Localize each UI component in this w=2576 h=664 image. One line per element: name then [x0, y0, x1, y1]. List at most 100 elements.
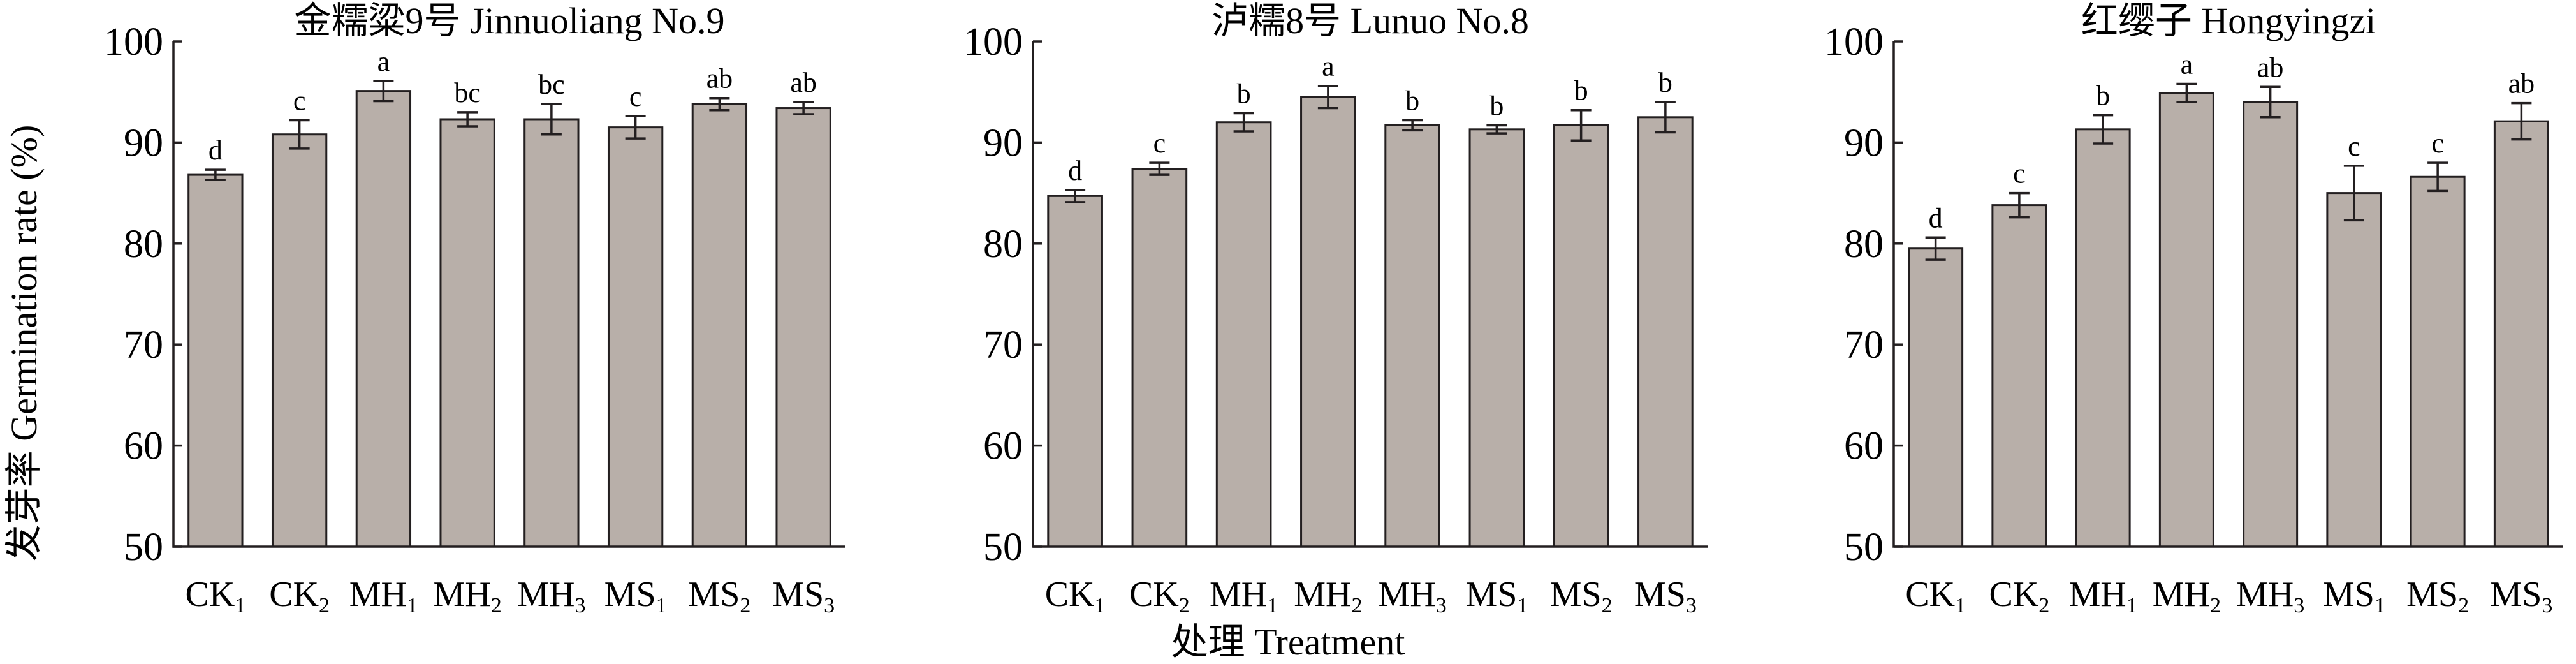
bar: [1553, 124, 1609, 548]
category-label: MS2: [2406, 575, 2469, 617]
significance-label: d: [1929, 202, 1943, 233]
error-bar: [793, 101, 814, 115]
error-bar: [1570, 108, 1592, 142]
significance-label: c: [2013, 158, 2026, 189]
error-bar: [1925, 236, 1946, 261]
bar: [187, 173, 244, 548]
bar: [607, 126, 664, 548]
y-tick-label: 100: [104, 20, 163, 64]
y-tick-label: 80: [124, 223, 163, 266]
significance-label: ab: [706, 63, 733, 94]
significance-label: b: [1489, 90, 1504, 121]
chart-panel-2: 泸糯8号 Lunuo No.8 d CK1 c CK2 b MH1 a MH2 b MH3 b MS1 b…: [963, 0, 1708, 617]
significance-label: b: [1574, 75, 1588, 107]
category-label: CK1: [185, 575, 245, 617]
error-bar: [709, 96, 730, 112]
significance-label: ab: [2257, 52, 2284, 83]
chart-panel-1: 金糯粱9号 Jinnuoliang No.9 d CK1 c CK2 a MH1 bc MH2 b…: [104, 0, 845, 617]
significance-label: bc: [538, 69, 565, 100]
significance-label: b: [1237, 78, 1251, 109]
error-bar: [541, 103, 562, 136]
error-bar: [205, 168, 226, 181]
bar: [2243, 101, 2299, 548]
y-tick-label: 100: [963, 20, 1023, 64]
significance-label: a: [2181, 49, 2193, 80]
category-label: MH1: [349, 575, 418, 617]
category-label: MH3: [2236, 575, 2304, 617]
error-bar: [1486, 124, 1507, 135]
category-label: MH1: [2069, 575, 2137, 617]
significance-label: c: [629, 81, 642, 112]
bar: [1215, 121, 1272, 548]
error-bar: [289, 119, 310, 150]
significance-label: a: [1322, 51, 1335, 82]
chart-panels: 金糯粱9号 Jinnuoliang No.9dCK1cCK2aMH1bcMH2b…: [104, 0, 2563, 617]
bar: [523, 118, 580, 548]
y-tick-label: 70: [983, 323, 1023, 367]
error-bar: [2511, 101, 2532, 141]
error-bar: [2427, 161, 2448, 193]
chart-title: 金糯粱9号 Jinnuoliang No.9: [294, 0, 724, 41]
y-tick-label: 80: [983, 223, 1023, 266]
significance-label: c: [2348, 131, 2360, 162]
error-bar: [2176, 82, 2197, 103]
y-tick-label: 50: [1844, 526, 1884, 569]
significance-label: bc: [454, 77, 481, 108]
category-label: CK2: [1129, 575, 1190, 617]
bar: [1908, 247, 1964, 548]
bar: [2158, 92, 2214, 548]
error-bar: [1402, 119, 1423, 132]
y-tick-label: 60: [983, 425, 1023, 468]
bar: [1468, 128, 1525, 548]
bar: [2075, 128, 2131, 548]
bar: [439, 118, 495, 548]
error-bar: [1655, 101, 1676, 134]
y-tick-label: 90: [1844, 121, 1884, 165]
significance-label: d: [1068, 155, 1082, 186]
category-label: MH3: [517, 575, 585, 617]
error-bar: [1149, 161, 1170, 176]
category-label: MH2: [434, 575, 502, 617]
significance-label: d: [209, 135, 223, 166]
significance-label: ab: [2508, 68, 2535, 100]
bar: [2410, 175, 2466, 548]
significance-label: c: [293, 85, 306, 117]
error-bar: [2009, 191, 2030, 219]
error-bar: [457, 111, 478, 128]
category-label: CK2: [269, 575, 330, 617]
category-label: MH2: [1294, 575, 1362, 617]
category-label: MS1: [2323, 575, 2385, 617]
error-bar: [373, 80, 394, 103]
chart-panel-3: 红缨子 Hongyingzi d CK1 c CK2 b MH1 a MH2 ab MH3 c MS1 c…: [1824, 0, 2563, 617]
significance-label: b: [1658, 67, 1672, 98]
category-label: CK2: [1989, 575, 2049, 617]
chart-title: 泸糯8号 Lunuo No.8: [1211, 0, 1529, 41]
bar: [1131, 168, 1188, 548]
error-bar: [1317, 84, 1338, 110]
category-label: CK1: [1905, 575, 1966, 617]
bar: [2493, 120, 2549, 548]
error-bar: [2260, 85, 2281, 119]
category-label: MS2: [688, 575, 750, 617]
error-bar: [1233, 112, 1254, 133]
y-tick-label: 50: [983, 526, 1023, 569]
category-label: MS1: [1465, 575, 1528, 617]
y-tick-label: 90: [983, 121, 1023, 165]
y-tick-label: 90: [124, 121, 163, 165]
bar: [691, 103, 748, 548]
significance-label: ab: [790, 67, 817, 98]
category-label: MS1: [604, 575, 667, 617]
y-tick-label: 70: [1844, 323, 1884, 367]
category-label: MH2: [2153, 575, 2221, 617]
y-tick-label: 60: [1844, 425, 1884, 468]
y-tick-label: 60: [124, 425, 163, 468]
significance-label: c: [1153, 128, 1166, 159]
chart-title: 红缨子 Hongyingzi: [2081, 0, 2376, 41]
category-label: MH1: [1210, 575, 1278, 617]
y-tick-label: 100: [1824, 20, 1884, 64]
y-tick-label: 70: [124, 323, 163, 367]
significance-label: a: [377, 46, 390, 77]
y-tick-label: 50: [124, 526, 163, 569]
bar: [271, 133, 328, 548]
